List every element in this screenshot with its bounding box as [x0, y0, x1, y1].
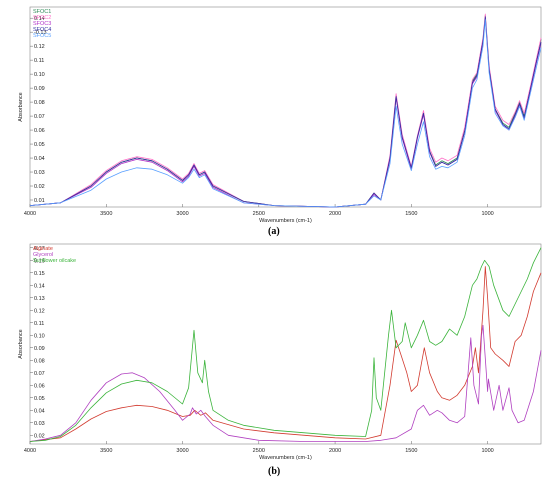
y-tick-label: 0.05	[34, 142, 45, 148]
y-tick-label: 0.11	[34, 321, 44, 327]
legend-entry: Glycerol	[33, 252, 53, 258]
plot-frame	[29, 243, 542, 445]
x-tick-label: 4000	[24, 211, 36, 217]
y-tick-label: 0.01	[34, 198, 45, 204]
y-tick-label: 0.04	[34, 408, 45, 414]
x-tick-label: 2000	[329, 448, 341, 454]
y-axis-label: Absorbance	[18, 329, 24, 358]
x-tick-label: 3500	[100, 448, 112, 454]
x-tick-label: 1500	[405, 211, 417, 217]
y-tick-label: 0.15	[34, 271, 45, 277]
legend-entry: Sunflower oilcake	[33, 258, 76, 264]
y-tick-label: 0.03	[34, 421, 45, 427]
y-tick-label: 0.14	[34, 283, 45, 289]
y-tick-label: 0.03	[34, 170, 45, 176]
y-tick-label: 0.04	[34, 156, 45, 162]
y-tick-label: 0.09	[34, 86, 45, 92]
y-tick-label: 0.06	[34, 383, 45, 389]
y-tick-label: 0.12	[34, 308, 45, 314]
x-tick-label: 2000	[329, 211, 341, 217]
x-tick-label: 4000	[24, 448, 36, 454]
legend-entry: SFOC4	[33, 27, 51, 33]
series-line-sfoc5	[29, 19, 542, 208]
plot-frame	[29, 6, 542, 208]
chart-panel-2: 0.02 0.03 0.04 0.05 0.06 0.07 0.08 0.09 0.10 0.11…	[18, 243, 542, 461]
legend-entry: SFOC3	[33, 21, 51, 27]
series-line-glycerol	[29, 324, 542, 442]
series-line-alginate	[29, 266, 542, 442]
y-tick-label: 0.07	[34, 371, 45, 377]
y-tick-label: 0.02	[34, 184, 45, 190]
legend-entry: SFOC5	[33, 33, 51, 39]
x-axis-label: Wavenumbers (cm-1)	[259, 455, 312, 461]
x-axis-label: Wavenumbers (cm-1)	[259, 218, 312, 224]
chart-panel-1: 0.01 0.02 0.03 0.04 0.05 0.06 0.07 0.08 0.09 0.10…	[18, 6, 542, 224]
panel-label-b: (b)	[268, 466, 281, 477]
y-tick-label: 0.05	[34, 396, 45, 402]
series-line-sfoc4	[29, 16, 542, 208]
y-tick-label: 0.14	[34, 16, 45, 22]
legend-entry: SFOC1	[33, 9, 51, 15]
y-tick-label: 0.08	[34, 100, 45, 106]
x-tick-label: 2500	[253, 448, 265, 454]
x-tick-label: 2500	[253, 211, 265, 217]
panel-label-a: (a)	[268, 226, 280, 237]
series-line-sfoc2	[29, 13, 542, 208]
legend-entry: SFOC2	[33, 15, 51, 21]
y-tick-label: -0.13	[34, 30, 47, 36]
y-tick-label: 0.08	[34, 358, 45, 364]
y-tick-label: 0.13	[34, 296, 45, 302]
y-tick-label: 0.17	[34, 246, 45, 252]
y-tick-label: 0.06	[34, 128, 45, 134]
y-tick-label: 0.09	[34, 346, 45, 352]
x-tick-label: 3000	[176, 211, 188, 217]
y-axis-label: Absorbance	[18, 92, 24, 121]
x-tick-label: 1500	[405, 448, 417, 454]
y-tick-label: 0.02	[34, 433, 45, 439]
series-line-sfoc1	[29, 15, 542, 208]
y-tick-label: 0.11	[34, 58, 44, 64]
y-tick-label: 0.10	[34, 72, 45, 78]
legend-entry: Alginate	[33, 246, 53, 252]
x-tick-label: 3500	[100, 211, 112, 217]
y-tick-label: 0.16	[34, 258, 45, 264]
y-tick-label: 0.12	[34, 44, 45, 50]
x-tick-label: 1000	[481, 448, 493, 454]
x-tick-label: 1000	[481, 211, 493, 217]
y-tick-label: 0.07	[34, 114, 45, 120]
x-tick-label: 3000	[176, 448, 188, 454]
series-line-sunflower-oilcake	[29, 247, 542, 442]
y-tick-label: 0.10	[34, 333, 45, 339]
